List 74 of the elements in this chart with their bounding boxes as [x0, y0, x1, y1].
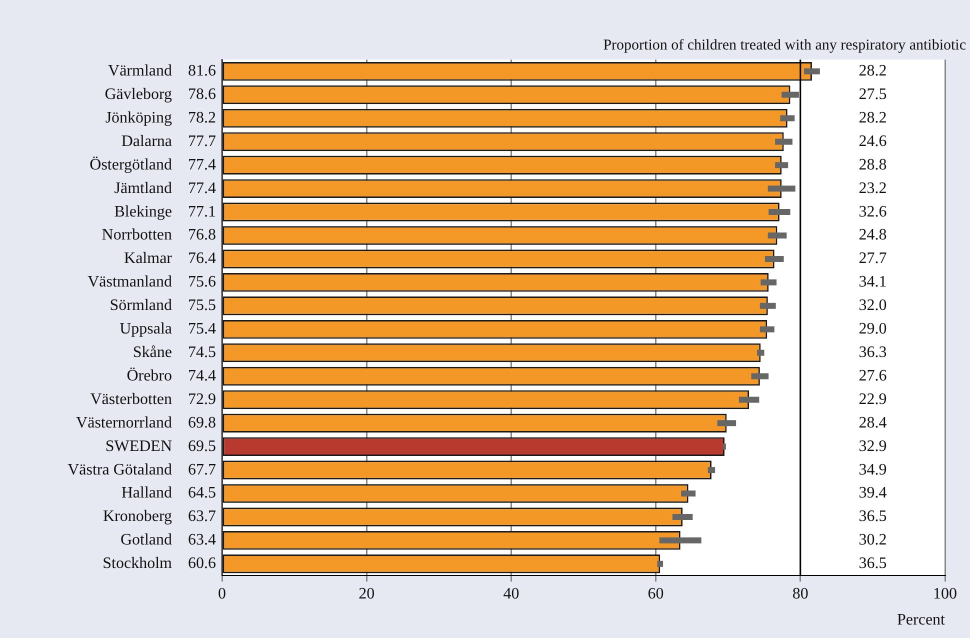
annotation: 34.1 [858, 274, 887, 291]
annotation: 32.0 [858, 297, 887, 314]
data-label: 81.6 [188, 62, 216, 80]
x-tick-label: 100 [933, 585, 957, 602]
x-tick-label: 80 [792, 585, 808, 602]
data-label: 77.1 [188, 203, 216, 220]
data-label: 78.2 [188, 109, 216, 126]
data-label: 69.8 [188, 414, 216, 432]
annotation: 23.2 [858, 180, 887, 197]
y-tick-label: Jämtland [114, 180, 172, 197]
annotation: 32.9 [858, 438, 887, 455]
y-tick-label: Värmland [108, 62, 172, 80]
data-label: 74.4 [188, 367, 216, 384]
annotation: 36.5 [858, 555, 887, 572]
data-label: 74.5 [188, 344, 216, 361]
y-tick-label: Jönköping [105, 109, 172, 126]
y-tick-label: Västerbotten [90, 390, 172, 408]
data-label: 60.6 [188, 555, 216, 572]
annotation: 34.9 [858, 461, 887, 478]
text: Proportion of children treated with any respiratory antibiotic [603, 38, 966, 54]
data-label: 76.4 [188, 250, 216, 268]
annotation: 27.7 [858, 250, 887, 268]
annotation: 24.6 [858, 132, 887, 150]
y-tick-label: SWEDEN [105, 438, 172, 455]
y-tick-label: Örebro [126, 367, 172, 384]
annotation: 27.6 [858, 367, 887, 384]
data-label: 67.7 [188, 461, 216, 478]
y-tick-label: Gävleborg [104, 86, 172, 103]
x-tick-label: 60 [648, 585, 664, 602]
data-label: 63.4 [188, 532, 216, 549]
data-label: 75.5 [188, 297, 216, 314]
annotation: 27.5 [858, 86, 887, 103]
annotation: 32.6 [858, 203, 887, 220]
annotation: 24.8 [858, 226, 887, 244]
y-tick-label: Uppsala [120, 320, 172, 338]
y-tick-label: Västmanland [88, 274, 172, 291]
x-tick-label: 40 [503, 585, 520, 602]
annotation: 36.5 [858, 508, 887, 526]
x-tick-label: 0 [218, 585, 226, 602]
data-label: 77.7 [188, 132, 216, 150]
y-tick-label: Östergötland [90, 156, 172, 174]
y-tick-label: Västernorrland [76, 414, 172, 432]
y-tick-label: Dalarna [121, 132, 172, 150]
y-tick-label: Halland [121, 484, 172, 502]
data-label: 77.4 [188, 156, 216, 174]
y-tick-label: Stockholm [102, 555, 173, 572]
annotation: 30.2 [858, 532, 887, 549]
y-tick-label: Västra Götaland [68, 461, 172, 478]
y-tick-label: Sörmland [110, 297, 172, 314]
data-label: 63.7 [188, 508, 216, 526]
data-label: 69.5 [188, 438, 216, 455]
y-tick-label: Skåne [132, 344, 172, 361]
annotation: 39.4 [858, 484, 887, 502]
annotation: 28.2 [858, 109, 887, 126]
annotation: 22.9 [858, 390, 887, 408]
data-label: 78.6 [188, 86, 216, 103]
annotation: 28.4 [858, 414, 887, 432]
y-tick-label: Blekinge [114, 203, 172, 220]
annotation: 29.0 [858, 320, 887, 338]
y-tick-label: Kalmar [124, 250, 173, 268]
data-label: 76.8 [188, 226, 216, 244]
annotation: 36.3 [858, 344, 887, 361]
data-label: 75.6 [188, 274, 216, 291]
y-tick-label: Gotland [120, 532, 172, 549]
annotation: 28.8 [858, 156, 887, 174]
y-tick-label: Kronoberg [102, 508, 172, 526]
data-label: 64.5 [188, 484, 216, 502]
annotation: 28.2 [858, 62, 887, 80]
x-tick-label: 20 [358, 585, 375, 602]
x-axis-title: Percent [897, 612, 946, 629]
data-label: 72.9 [188, 390, 216, 408]
data-label: 75.4 [188, 320, 216, 338]
y-tick-label: Norrbotten [102, 226, 172, 244]
data-label: 77.4 [188, 180, 216, 197]
